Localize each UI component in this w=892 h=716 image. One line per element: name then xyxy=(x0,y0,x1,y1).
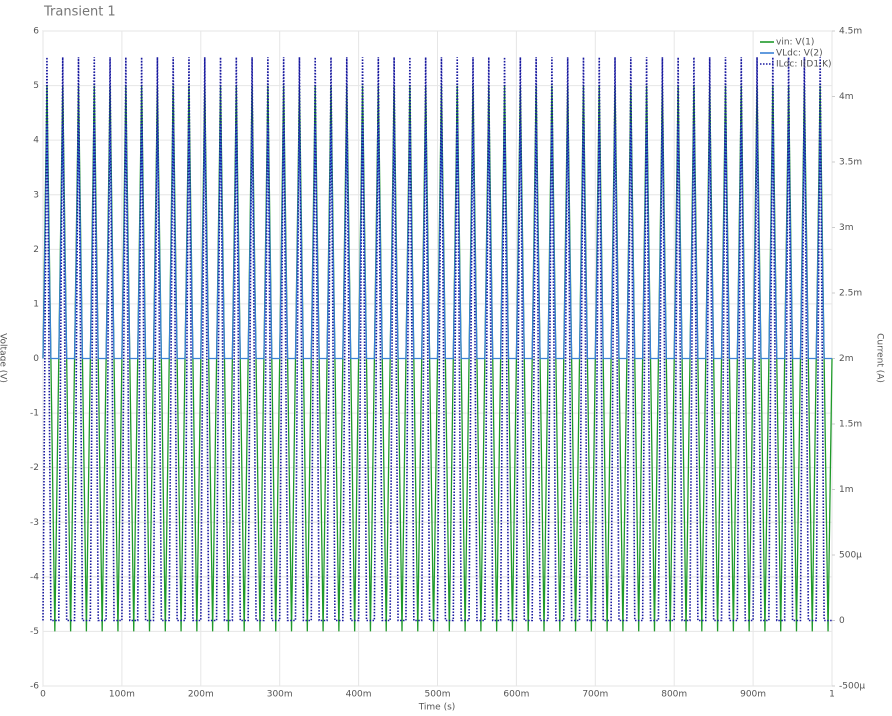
legend-label: ILdc: I(D1:K) xyxy=(776,60,832,70)
y-tick-label: 2 xyxy=(33,245,39,255)
x-tick-label: 300m xyxy=(267,690,293,700)
y2-tick-label: 0 xyxy=(839,616,845,626)
x-tick-label: 400m xyxy=(346,690,372,700)
y2-tick-label: 4m xyxy=(839,92,854,102)
series-line xyxy=(42,57,832,622)
y2-tick-label: 500µ xyxy=(839,551,862,561)
x-axis-label: Time (s) xyxy=(418,703,456,713)
y-tick-label: 5 xyxy=(33,81,39,91)
x-tick-label: 500m xyxy=(425,690,451,700)
x-tick-label: 600m xyxy=(503,690,529,700)
y2-tick-label: 3.5m xyxy=(839,158,862,168)
y-tick-label: -2 xyxy=(30,463,39,473)
y2-tick-label: -500µ xyxy=(839,682,865,692)
y-tick-label: 1 xyxy=(33,299,39,309)
legend-label: VLdc: V(2) xyxy=(776,49,823,59)
x-tick-label: 900m xyxy=(740,690,766,700)
y-tick-label: 4 xyxy=(33,136,39,146)
y2-tick-label: 3m xyxy=(839,223,854,233)
x-tick-label: 800m xyxy=(661,690,687,700)
y-tick-label: -6 xyxy=(30,682,39,692)
x-tick-label: 1 xyxy=(829,690,835,700)
y-axis-label: Voltage (V) xyxy=(0,333,8,383)
y2-tick-label: 2.5m xyxy=(839,289,862,299)
y2-tick-label: 2m xyxy=(839,354,854,364)
y-tick-label: 6 xyxy=(33,27,39,37)
y-tick-label: -4 xyxy=(30,572,39,582)
x-tick-label: 700m xyxy=(582,690,608,700)
x-tick-label: 100m xyxy=(109,690,135,700)
y-tick-label: 0 xyxy=(33,354,39,364)
y2-tick-label: 1m xyxy=(839,485,854,495)
y-tick-label: 3 xyxy=(33,190,39,200)
y-tick-label: -1 xyxy=(30,409,39,419)
y-tick-label: -3 xyxy=(30,518,39,528)
chart-title: Transient 1 xyxy=(43,5,116,20)
legend: vin: V(1)VLdc: V(2)ILdc: I(D1:K) xyxy=(760,38,832,70)
y2-tick-label: 1.5m xyxy=(839,420,862,430)
legend-label: vin: V(1) xyxy=(776,38,814,48)
y2-axis-label: Current (A) xyxy=(875,333,885,383)
y2-tick-label: 4.5m xyxy=(839,27,862,37)
y-tick-label: -5 xyxy=(30,627,39,637)
x-tick-label: 0 xyxy=(40,690,46,700)
x-tick-label: 200m xyxy=(188,690,214,700)
